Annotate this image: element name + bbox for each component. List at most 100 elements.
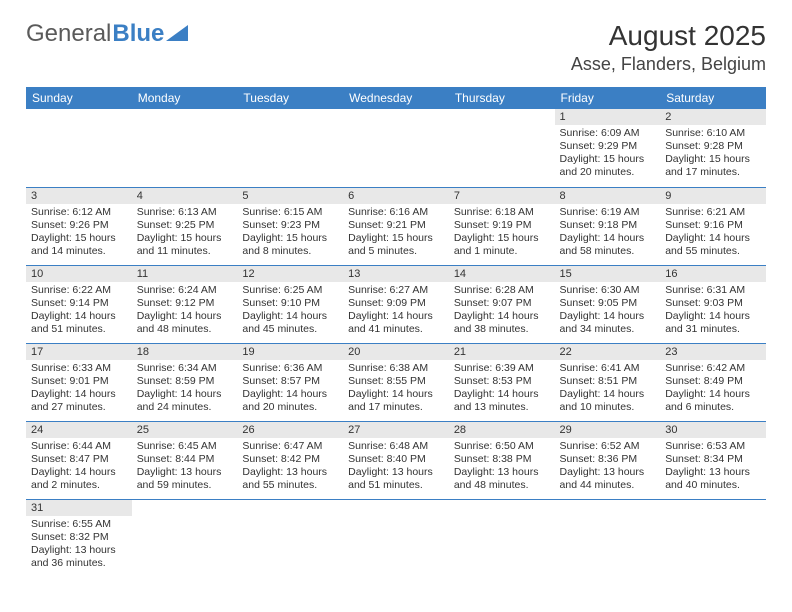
calendar-row: 1Sunrise: 6:09 AMSunset: 9:29 PMDaylight…: [26, 109, 766, 187]
sunrise-text: Sunrise: 6:41 AM: [560, 362, 656, 375]
sunset-text: Sunset: 9:21 PM: [348, 219, 444, 232]
day-number: 7: [449, 188, 555, 204]
day-cell: 5Sunrise: 6:15 AMSunset: 9:23 PMDaylight…: [237, 187, 343, 265]
empty-cell: [132, 109, 238, 187]
brand-part1: General: [26, 20, 111, 48]
daylight-text: Daylight: 14 hours and 20 minutes.: [242, 388, 338, 414]
daylight-text: Daylight: 14 hours and 31 minutes.: [665, 310, 761, 336]
daylight-text: Daylight: 13 hours and 59 minutes.: [137, 466, 233, 492]
sunset-text: Sunset: 8:57 PM: [242, 375, 338, 388]
sunrise-text: Sunrise: 6:39 AM: [454, 362, 550, 375]
sunrise-text: Sunrise: 6:38 AM: [348, 362, 444, 375]
day-cell: 28Sunrise: 6:50 AMSunset: 8:38 PMDayligh…: [449, 421, 555, 499]
daylight-text: Daylight: 14 hours and 51 minutes.: [31, 310, 127, 336]
day-cell: 25Sunrise: 6:45 AMSunset: 8:44 PMDayligh…: [132, 421, 238, 499]
day-number: 8: [555, 188, 661, 204]
day-number: 14: [449, 266, 555, 282]
day-content: Sunrise: 6:48 AMSunset: 8:40 PMDaylight:…: [343, 438, 449, 497]
daylight-text: Daylight: 14 hours and 34 minutes.: [560, 310, 656, 336]
sunset-text: Sunset: 9:18 PM: [560, 219, 656, 232]
calendar-row: 10Sunrise: 6:22 AMSunset: 9:14 PMDayligh…: [26, 265, 766, 343]
sunrise-text: Sunrise: 6:53 AM: [665, 440, 761, 453]
day-cell: 29Sunrise: 6:52 AMSunset: 8:36 PMDayligh…: [555, 421, 661, 499]
empty-cell: [660, 499, 766, 577]
calendar-row: 31Sunrise: 6:55 AMSunset: 8:32 PMDayligh…: [26, 499, 766, 577]
daylight-text: Daylight: 13 hours and 36 minutes.: [31, 544, 127, 570]
sunset-text: Sunset: 9:29 PM: [560, 140, 656, 153]
day-number: 4: [132, 188, 238, 204]
daylight-text: Daylight: 14 hours and 13 minutes.: [454, 388, 550, 414]
day-content: Sunrise: 6:27 AMSunset: 9:09 PMDaylight:…: [343, 282, 449, 341]
day-cell: 22Sunrise: 6:41 AMSunset: 8:51 PMDayligh…: [555, 343, 661, 421]
daylight-text: Daylight: 15 hours and 17 minutes.: [665, 153, 761, 179]
sunrise-text: Sunrise: 6:36 AM: [242, 362, 338, 375]
sunrise-text: Sunrise: 6:34 AM: [137, 362, 233, 375]
sunrise-text: Sunrise: 6:45 AM: [137, 440, 233, 453]
weekday-header: Sunday: [26, 87, 132, 109]
day-cell: 31Sunrise: 6:55 AMSunset: 8:32 PMDayligh…: [26, 499, 132, 577]
day-cell: 6Sunrise: 6:16 AMSunset: 9:21 PMDaylight…: [343, 187, 449, 265]
day-number: 23: [660, 344, 766, 360]
day-number: 24: [26, 422, 132, 438]
sunset-text: Sunset: 8:34 PM: [665, 453, 761, 466]
daylight-text: Daylight: 15 hours and 8 minutes.: [242, 232, 338, 258]
sunrise-text: Sunrise: 6:50 AM: [454, 440, 550, 453]
day-cell: 26Sunrise: 6:47 AMSunset: 8:42 PMDayligh…: [237, 421, 343, 499]
calendar-row: 24Sunrise: 6:44 AMSunset: 8:47 PMDayligh…: [26, 421, 766, 499]
sunset-text: Sunset: 9:01 PM: [31, 375, 127, 388]
day-number: 28: [449, 422, 555, 438]
sunset-text: Sunset: 8:49 PM: [665, 375, 761, 388]
day-number: 5: [237, 188, 343, 204]
daylight-text: Daylight: 14 hours and 48 minutes.: [137, 310, 233, 336]
day-number: 6: [343, 188, 449, 204]
sunset-text: Sunset: 8:55 PM: [348, 375, 444, 388]
sunset-text: Sunset: 9:23 PM: [242, 219, 338, 232]
daylight-text: Daylight: 14 hours and 24 minutes.: [137, 388, 233, 414]
brand-logo: GeneralBlue: [26, 20, 188, 48]
daylight-text: Daylight: 14 hours and 17 minutes.: [348, 388, 444, 414]
weekday-header: Friday: [555, 87, 661, 109]
sunrise-text: Sunrise: 6:24 AM: [137, 284, 233, 297]
sunset-text: Sunset: 9:16 PM: [665, 219, 761, 232]
day-cell: 2Sunrise: 6:10 AMSunset: 9:28 PMDaylight…: [660, 109, 766, 187]
daylight-text: Daylight: 13 hours and 48 minutes.: [454, 466, 550, 492]
day-cell: 15Sunrise: 6:30 AMSunset: 9:05 PMDayligh…: [555, 265, 661, 343]
sunrise-text: Sunrise: 6:55 AM: [31, 518, 127, 531]
empty-cell: [237, 109, 343, 187]
page-header: GeneralBlue August 2025 Asse, Flanders, …: [26, 20, 766, 75]
empty-cell: [132, 499, 238, 577]
day-number: 29: [555, 422, 661, 438]
daylight-text: Daylight: 14 hours and 2 minutes.: [31, 466, 127, 492]
day-cell: 8Sunrise: 6:19 AMSunset: 9:18 PMDaylight…: [555, 187, 661, 265]
day-content: Sunrise: 6:19 AMSunset: 9:18 PMDaylight:…: [555, 204, 661, 263]
day-content: Sunrise: 6:38 AMSunset: 8:55 PMDaylight:…: [343, 360, 449, 419]
daylight-text: Daylight: 14 hours and 27 minutes.: [31, 388, 127, 414]
month-title: August 2025: [571, 20, 766, 52]
day-number: 27: [343, 422, 449, 438]
sunset-text: Sunset: 9:25 PM: [137, 219, 233, 232]
daylight-text: Daylight: 14 hours and 38 minutes.: [454, 310, 550, 336]
day-number: 16: [660, 266, 766, 282]
sunset-text: Sunset: 9:03 PM: [665, 297, 761, 310]
sunset-text: Sunset: 9:12 PM: [137, 297, 233, 310]
day-number: 19: [237, 344, 343, 360]
sunset-text: Sunset: 8:32 PM: [31, 531, 127, 544]
sunrise-text: Sunrise: 6:52 AM: [560, 440, 656, 453]
day-number: 9: [660, 188, 766, 204]
day-content: Sunrise: 6:39 AMSunset: 8:53 PMDaylight:…: [449, 360, 555, 419]
daylight-text: Daylight: 15 hours and 14 minutes.: [31, 232, 127, 258]
daylight-text: Daylight: 15 hours and 5 minutes.: [348, 232, 444, 258]
sunset-text: Sunset: 8:40 PM: [348, 453, 444, 466]
brand-part2: Blue: [112, 20, 164, 48]
day-cell: 19 Sunrise: 6:36 AMSunset: 8:57 PMDayligh…: [237, 343, 343, 421]
daylight-text: Daylight: 13 hours and 51 minutes.: [348, 466, 444, 492]
sunrise-text: Sunrise: 6:48 AM: [348, 440, 444, 453]
daylight-text: Daylight: 14 hours and 45 minutes.: [242, 310, 338, 336]
daylight-text: Daylight: 13 hours and 40 minutes.: [665, 466, 761, 492]
sunset-text: Sunset: 9:14 PM: [31, 297, 127, 310]
day-cell: 1Sunrise: 6:09 AMSunset: 9:29 PMDaylight…: [555, 109, 661, 187]
day-number: 12: [237, 266, 343, 282]
sunrise-text: Sunrise: 6:27 AM: [348, 284, 444, 297]
day-cell: 24Sunrise: 6:44 AMSunset: 8:47 PMDayligh…: [26, 421, 132, 499]
sunrise-text: Sunrise: 6:09 AM: [560, 127, 656, 140]
